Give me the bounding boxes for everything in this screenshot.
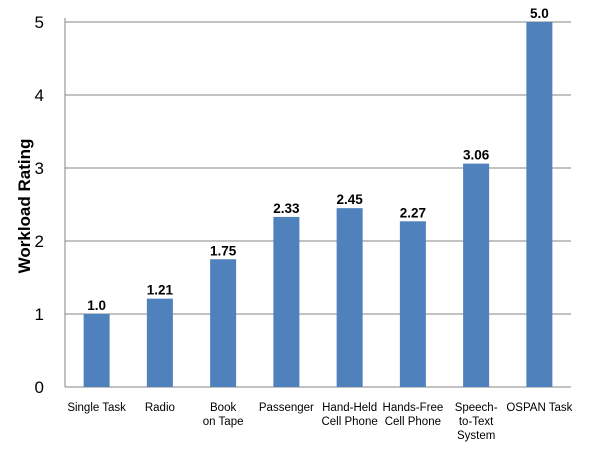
data-label: 2.33: [273, 201, 300, 216]
y-tick-label: 0: [35, 378, 44, 397]
data-label: 1.0: [87, 298, 106, 313]
bar: [336, 208, 363, 387]
gridlines: [64, 18, 571, 388]
x-category-label: Book on Tape: [203, 402, 244, 428]
x-category-label: Single Task: [67, 402, 126, 414]
y-tick-label: 1: [35, 305, 44, 324]
x-category-label: Speech-to-Text System: [455, 402, 498, 442]
x-category-label: Hand-Held Cell Phone: [321, 402, 377, 428]
y-tick-label: 2: [35, 232, 44, 251]
bar: [83, 314, 110, 387]
bar: [273, 216, 300, 387]
y-axis-ticks: 0 1 2 3 4 5: [35, 13, 44, 397]
y-tick-label: 5: [35, 13, 44, 32]
data-label: 2.27: [400, 205, 426, 220]
x-category-label: Passenger: [259, 402, 314, 414]
data-label: 5.0: [530, 6, 549, 21]
x-axis-categories: Single Task Radio Book on Tape Passenger Hand…: [67, 402, 572, 442]
bar: [210, 259, 237, 387]
data-label: 1.21: [147, 283, 174, 298]
bar: [463, 163, 490, 387]
data-label: 1.75: [210, 243, 237, 258]
data-labels: 1.0 1.21 1.75 2.33 2.45 2.27 3.06 5.0: [87, 6, 549, 313]
bar: [146, 298, 173, 387]
y-tick-label: 3: [35, 159, 44, 178]
bars: [83, 22, 553, 387]
x-category-label: Radio: [145, 402, 175, 414]
y-tick-label: 4: [35, 86, 44, 105]
y-axis-title: Workload Rating: [15, 139, 34, 274]
bar: [526, 22, 553, 387]
data-label: 3.06: [463, 148, 490, 163]
bar: [399, 221, 426, 387]
x-category-label: OSPAN Task: [506, 402, 572, 414]
x-category-label: Hands-Free Cell Phone: [383, 402, 444, 428]
data-label: 2.45: [336, 192, 363, 207]
